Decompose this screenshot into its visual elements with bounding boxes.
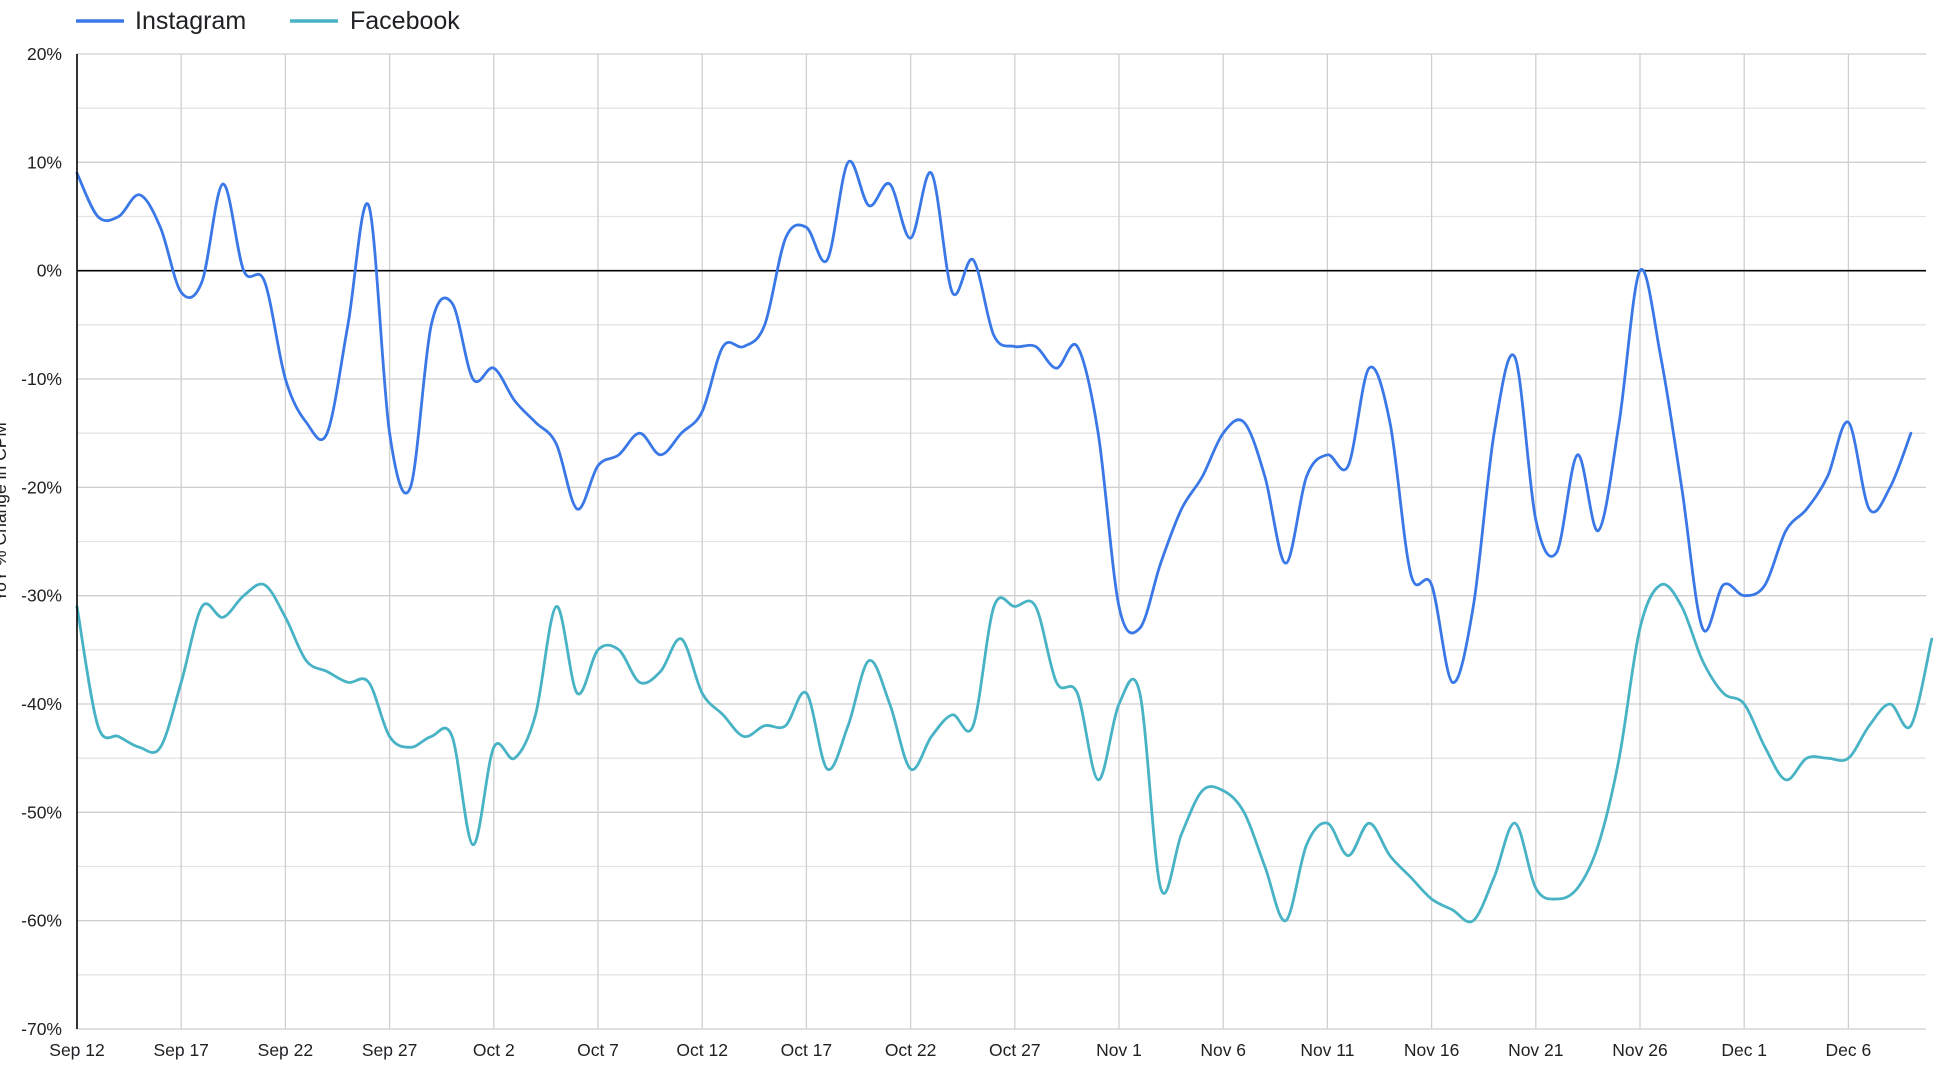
legend-item-instagram[interactable]: Instagram <box>76 7 246 35</box>
series-line-facebook[interactable] <box>75 582 1934 924</box>
x-tick-label: Sep 22 <box>258 1040 313 1060</box>
x-tick-label: Dec 6 <box>1826 1040 1872 1060</box>
y-tick-label: 0% <box>37 261 62 281</box>
x-tick-label: Nov 6 <box>1200 1040 1246 1060</box>
x-axis-ticks: Sep 12 Sep 17 Sep 22 Sep 27 Oct 2 Oct 7 Oct 12… <box>49 1040 1871 1060</box>
x-tick-label: Oct 12 <box>676 1040 728 1060</box>
grid <box>77 53 1926 1030</box>
x-tick-label: Nov 16 <box>1404 1040 1459 1060</box>
y-tick-label: -60% <box>21 911 62 931</box>
x-tick-label: Oct 17 <box>781 1040 833 1060</box>
x-tick-label: Nov 1 <box>1096 1040 1142 1060</box>
y-tick-label: -10% <box>21 369 62 389</box>
y-axis-title: YoY % Change in CPM <box>0 422 10 602</box>
y-tick-label: -20% <box>21 477 62 497</box>
x-tick-label: Oct 22 <box>885 1040 937 1060</box>
y-tick-label: 20% <box>27 44 62 64</box>
series-line-instagram[interactable] <box>75 159 1913 684</box>
x-tick-label: Dec 1 <box>1721 1040 1767 1060</box>
series-lines <box>75 159 1934 924</box>
legend: Instagram Facebook <box>76 7 460 35</box>
y-tick-label: -70% <box>21 1019 62 1039</box>
x-tick-label: Oct 2 <box>473 1040 515 1060</box>
x-tick-label: Nov 26 <box>1612 1040 1667 1060</box>
y-tick-label: -40% <box>21 694 62 714</box>
legend-item-facebook[interactable]: Facebook <box>290 7 460 35</box>
x-tick-label: Sep 17 <box>153 1040 208 1060</box>
x-tick-label: Oct 27 <box>989 1040 1041 1060</box>
legend-label-facebook: Facebook <box>350 7 460 35</box>
y-tick-label: 10% <box>27 152 62 172</box>
legend-label-instagram: Instagram <box>135 7 246 35</box>
x-tick-label: Nov 11 <box>1300 1040 1354 1060</box>
y-tick-label: -50% <box>21 802 62 822</box>
x-tick-label: Oct 7 <box>577 1040 619 1060</box>
y-tick-label: -30% <box>21 586 62 606</box>
x-tick-label: Nov 21 <box>1508 1040 1563 1060</box>
y-axis-ticks: 20% 10% 0% -10% -20% -30% -40% -50% -60% -70% <box>21 44 62 1039</box>
x-tick-label: Sep 12 <box>49 1040 104 1060</box>
x-tick-label: Sep 27 <box>362 1040 417 1060</box>
